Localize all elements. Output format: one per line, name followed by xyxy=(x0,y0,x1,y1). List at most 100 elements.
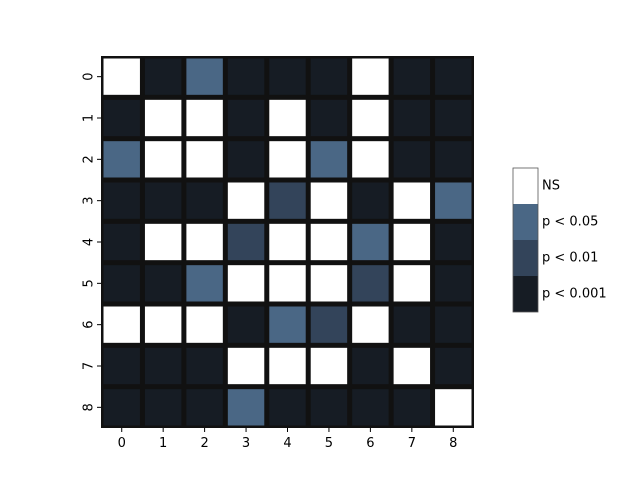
heatmap-cell-r7-c8: p < 0.001 xyxy=(435,347,472,385)
legend-label-1: p < 0.05 xyxy=(542,215,598,230)
y-tick-label-1: 1 xyxy=(82,114,97,122)
heatmap-cell-r2-c5: p < 0.05 xyxy=(310,141,348,178)
heatmap-cell-r6-c6: NS xyxy=(352,306,389,343)
heatmap-cell-r0-c7: p < 0.001 xyxy=(393,58,431,95)
heatmap-cell-r0-c3: p < 0.001 xyxy=(227,58,265,95)
heatmap-cell-r1-c4: NS xyxy=(269,99,306,137)
heatmap-cell-r4-c1: NS xyxy=(144,223,182,261)
heatmap-cell-r8-c0: p < 0.001 xyxy=(103,389,140,426)
heatmap-cell-r1-c5: p < 0.001 xyxy=(310,99,348,137)
legend: NS p < 0.05 p < 0.01 p < 0.001 xyxy=(512,167,607,313)
heatmap-cell-r7-c0: p < 0.001 xyxy=(103,347,140,385)
heatmap-cell-r6-c2: NS xyxy=(186,306,223,343)
heatmap-cell-r0-c8: p < 0.001 xyxy=(435,58,472,95)
heatmap-cell-r7-c4: NS xyxy=(269,347,306,385)
heatmap-cell-r6-c3: p < 0.001 xyxy=(227,306,265,343)
x-tick-label-1: 1 xyxy=(159,436,167,451)
heatmap-cell-r5-c7: NS xyxy=(393,265,431,302)
heatmap-cell-r6-c5: p < 0.01 xyxy=(310,306,348,343)
heatmap-cell-r3-c6: p < 0.001 xyxy=(352,182,389,219)
heatmap-cell-r6-c0: NS xyxy=(103,306,140,343)
heatmap-cell-r3-c7: NS xyxy=(393,182,431,219)
heatmap-cell-r5-c0: p < 0.001 xyxy=(103,265,140,302)
heatmap-cell-r7-c2: p < 0.001 xyxy=(186,347,223,385)
heatmap-grid: NSp < 0.001p < 0.05p < 0.001p < 0.001p <… xyxy=(101,56,474,428)
heatmap-cell-r0-c2: p < 0.05 xyxy=(186,58,223,95)
heatmap-cell-r6-c7: p < 0.001 xyxy=(393,306,431,343)
heatmap-cell-r2-c2: NS xyxy=(186,141,223,178)
heatmap-cell-r1-c6: NS xyxy=(352,99,389,137)
heatmap-cell-r7-c7: NS xyxy=(393,347,431,385)
heatmap-cell-r5-c1: p < 0.001 xyxy=(144,265,182,302)
x-axis-ticks: 0 1 2 3 4 5 6 7 8 xyxy=(118,428,457,451)
x-tick-label-7: 7 xyxy=(408,436,416,451)
y-tick-label-8: 8 xyxy=(82,403,97,411)
heatmap-cell-r2-c3: p < 0.001 xyxy=(227,141,265,178)
heatmap-cell-r0-c4: p < 0.001 xyxy=(269,58,306,95)
heatmap-cell-r8-c5: p < 0.001 xyxy=(310,389,348,426)
heatmap-cell-r8-c2: p < 0.001 xyxy=(186,389,223,426)
heatmap-cell-r5-c5: NS xyxy=(310,265,348,302)
legend-label-2: p < 0.01 xyxy=(542,251,598,266)
heatmap-cell-r4-c3: p < 0.01 xyxy=(227,223,265,261)
x-tick-label-6: 6 xyxy=(366,436,374,451)
x-tick-label-3: 3 xyxy=(242,436,250,451)
heatmap-cell-r3-c8: p < 0.05 xyxy=(435,182,472,219)
heatmap-cell-r2-c6: NS xyxy=(352,141,389,178)
heatmap-cell-r8-c3: p < 0.05 xyxy=(227,389,265,426)
x-tick-label-4: 4 xyxy=(283,436,291,451)
legend-swatch-2 xyxy=(513,240,538,276)
y-tick-label-2: 2 xyxy=(82,155,97,163)
heatmap-cell-r7-c3: NS xyxy=(227,347,265,385)
x-tick-label-2: 2 xyxy=(200,436,208,451)
heatmap-cell-r7-c6: p < 0.001 xyxy=(352,347,389,385)
heatmap-cell-r0-c0: NS xyxy=(103,58,140,95)
legend-swatch-3 xyxy=(513,276,538,312)
heatmap-cell-r6-c8: p < 0.001 xyxy=(435,306,472,343)
heatmap-cell-r5-c6: p < 0.01 xyxy=(352,265,389,302)
y-tick-label-5: 5 xyxy=(82,279,97,287)
heatmap-cell-r0-c6: NS xyxy=(352,58,389,95)
heatmap-cell-r1-c0: p < 0.001 xyxy=(103,99,140,137)
y-axis-ticks: 0 1 2 3 4 5 6 7 8 xyxy=(82,73,101,411)
heatmap-cell-r3-c5: NS xyxy=(310,182,348,219)
heatmap-cell-r5-c3: NS xyxy=(227,265,265,302)
heatmap-cell-r8-c8: NS xyxy=(435,389,472,426)
heatmap-cell-r2-c4: NS xyxy=(269,141,306,178)
x-tick-label-5: 5 xyxy=(325,436,333,451)
heatmap-cell-r7-c5: NS xyxy=(310,347,348,385)
y-tick-label-6: 6 xyxy=(82,321,97,329)
legend-swatch-1 xyxy=(513,204,538,240)
heatmap-cell-r2-c8: p < 0.001 xyxy=(435,141,472,178)
heatmap-cell-r0-c1: p < 0.001 xyxy=(144,58,182,95)
legend-label-3: p < 0.001 xyxy=(542,287,607,302)
y-tick-label-4: 4 xyxy=(82,238,97,246)
x-tick-label-0: 0 xyxy=(118,436,126,451)
heatmap-cell-r8-c7: p < 0.001 xyxy=(393,389,431,426)
heatmap-cell-r2-c7: p < 0.001 xyxy=(393,141,431,178)
heatmap-cell-r4-c8: p < 0.001 xyxy=(435,223,472,261)
heatmap-cell-r2-c0: p < 0.05 xyxy=(103,141,140,178)
heatmap-cell-r8-c4: p < 0.001 xyxy=(269,389,306,426)
heatmap-cell-r6-c1: NS xyxy=(144,306,182,343)
heatmap-cell-r3-c2: p < 0.001 xyxy=(186,182,223,219)
heatmap-cell-r1-c8: p < 0.001 xyxy=(435,99,472,137)
legend-border xyxy=(512,167,539,313)
heatmap-cell-r8-c1: p < 0.001 xyxy=(144,389,182,426)
heatmap-cell-r6-c4: p < 0.05 xyxy=(269,306,306,343)
heatmap-cell-r3-c0: p < 0.001 xyxy=(103,182,140,219)
legend-swatch-0 xyxy=(513,168,538,204)
heatmap-cell-r4-c2: NS xyxy=(186,223,223,261)
x-tick-label-8: 8 xyxy=(449,436,457,451)
heatmap-cell-r2-c1: NS xyxy=(144,141,182,178)
heatmap-cell-r4-c0: p < 0.001 xyxy=(103,223,140,261)
heatmap-cell-r1-c2: NS xyxy=(186,99,223,137)
y-tick-label-0: 0 xyxy=(82,73,97,81)
heatmap-cell-r5-c2: p < 0.05 xyxy=(186,265,223,302)
heatmap-cell-r5-c4: NS xyxy=(269,265,306,302)
heatmap-cell-r4-c4: NS xyxy=(269,223,306,261)
heatmap-cell-r3-c1: p < 0.001 xyxy=(144,182,182,219)
heatmap-cell-r4-c7: NS xyxy=(393,223,431,261)
heatmap-cell-r0-c5: p < 0.001 xyxy=(310,58,348,95)
legend-label-0: NS xyxy=(542,179,560,194)
